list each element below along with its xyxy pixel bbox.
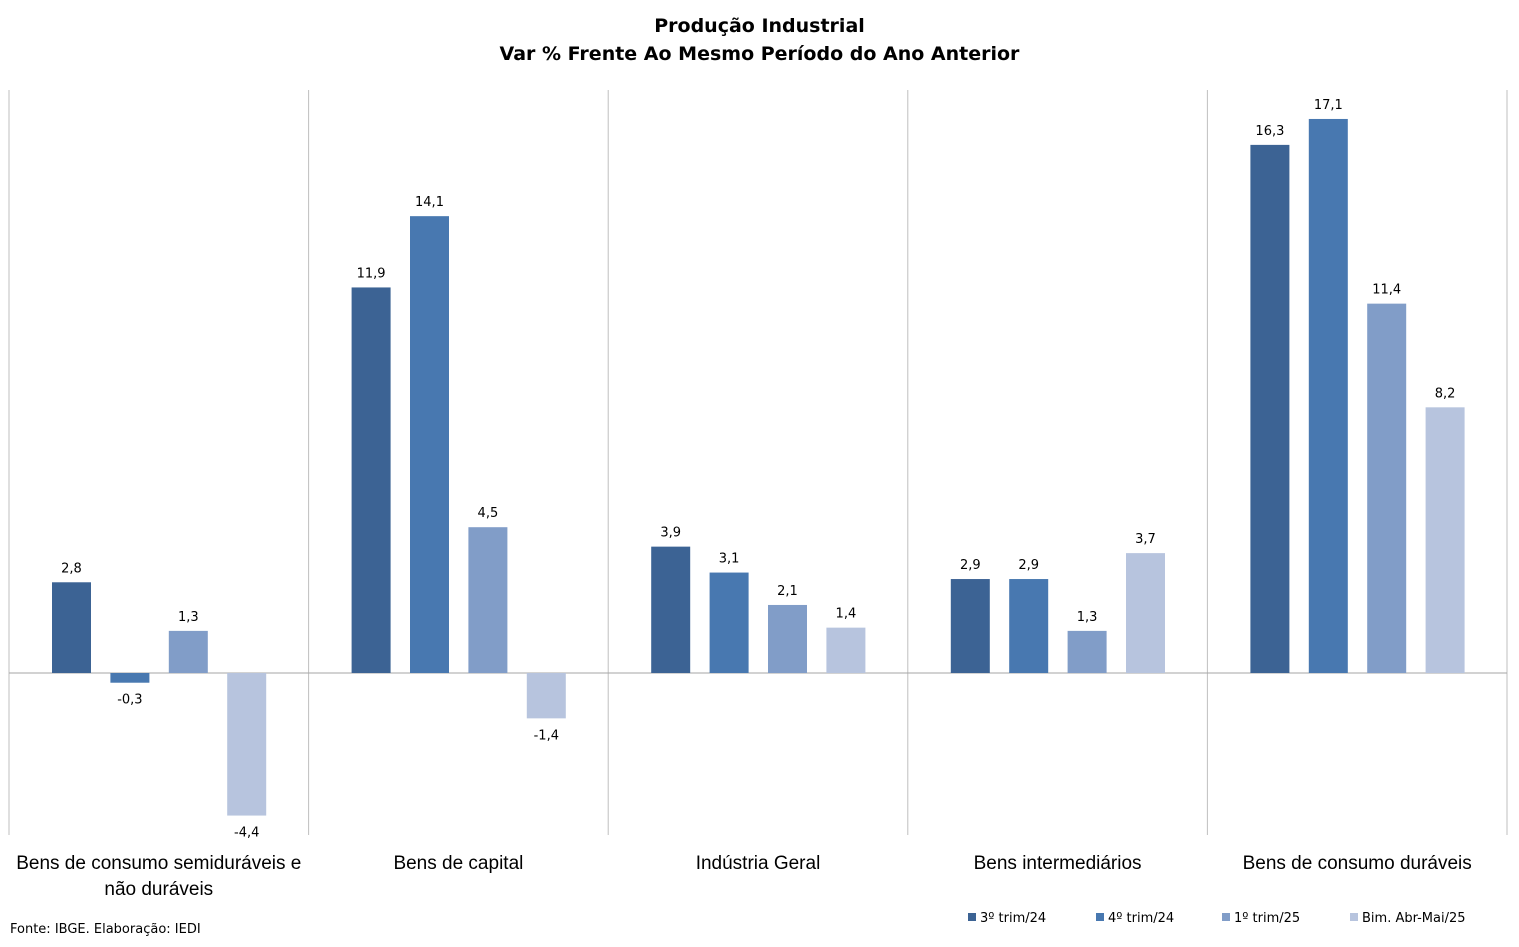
- category-label: Bens de consumo duráveis: [1243, 853, 1472, 874]
- bar: [826, 627, 866, 673]
- bar: [410, 216, 449, 673]
- bar: [1067, 630, 1107, 673]
- data-label: 14,1: [415, 195, 444, 210]
- category-label: não duráveis: [104, 879, 213, 900]
- bar: [351, 287, 391, 673]
- legend-label: 3º trim/24: [980, 911, 1046, 926]
- category-label: Indústria Geral: [696, 853, 821, 874]
- chart-subtitle: Var % Frente Ao Mesmo Período do Ano Ant…: [499, 43, 1020, 65]
- chart-title-main: Produção Industrial: [654, 15, 865, 37]
- bar: [1425, 407, 1465, 673]
- legend-label: 1º trim/25: [1234, 911, 1300, 926]
- data-label: 3,7: [1135, 532, 1156, 547]
- bar: [1126, 553, 1165, 673]
- category-label: Bens intermediários: [974, 853, 1142, 874]
- bar: [110, 673, 150, 683]
- data-label: 1,3: [1077, 610, 1098, 625]
- legend-swatch: [968, 913, 976, 921]
- data-label: -0,3: [117, 693, 142, 708]
- data-label: -1,4: [534, 728, 559, 743]
- data-label: 16,3: [1255, 124, 1284, 139]
- chart-title: Produção Industrial Var % Frente Ao Mesm…: [0, 12, 1519, 68]
- bar: [468, 527, 508, 673]
- bar: [227, 673, 267, 816]
- data-label: 2,1: [777, 584, 798, 599]
- legend-swatch: [1350, 913, 1358, 921]
- data-label: 11,9: [357, 266, 386, 281]
- data-label: 2,8: [61, 561, 82, 576]
- legend-swatch: [1096, 913, 1104, 921]
- data-label: 1,4: [836, 607, 857, 622]
- bar: [950, 579, 990, 673]
- bar: [1308, 118, 1348, 673]
- bar: [168, 630, 208, 673]
- data-label: 3,9: [660, 526, 681, 541]
- bar: [709, 572, 749, 673]
- bar: [1367, 303, 1407, 673]
- bar: [52, 582, 91, 673]
- bar: [651, 546, 691, 673]
- data-label: 2,9: [960, 558, 981, 573]
- data-label: 1,3: [178, 610, 199, 625]
- data-label: 11,4: [1372, 283, 1401, 298]
- legend-swatch: [1222, 913, 1230, 921]
- category-label: Bens de consumo semiduráveis e: [16, 853, 301, 874]
- data-label: 2,9: [1018, 558, 1039, 573]
- bar: [1009, 579, 1049, 673]
- category-label: Bens de capital: [393, 853, 523, 874]
- bar: [526, 673, 566, 719]
- bar: [768, 604, 807, 673]
- data-label: 4,5: [478, 506, 499, 521]
- data-label: 3,1: [719, 552, 740, 567]
- data-label: -4,4: [234, 826, 259, 841]
- legend-label: 4º trim/24: [1108, 911, 1174, 926]
- data-label: 8,2: [1435, 386, 1456, 401]
- source-note: Fonte: IBGE. Elaboração: IEDI: [10, 922, 201, 937]
- bar: [1250, 144, 1290, 673]
- data-label: 17,1: [1314, 98, 1343, 113]
- legend-label: Bim. Abr-Mai/25: [1362, 911, 1466, 926]
